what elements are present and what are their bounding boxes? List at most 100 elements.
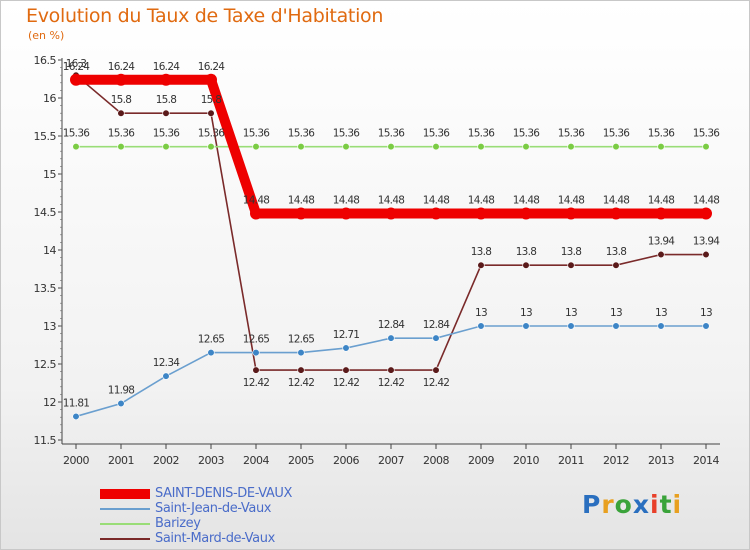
data-label: 16.24 bbox=[153, 61, 181, 73]
data-label: 14.48 bbox=[333, 195, 360, 207]
data-point bbox=[162, 109, 170, 117]
data-label: 12.65 bbox=[243, 334, 270, 346]
data-point bbox=[295, 207, 307, 220]
data-point bbox=[160, 73, 172, 86]
data-label: 13 bbox=[520, 307, 532, 319]
data-label: 14.48 bbox=[558, 195, 585, 207]
data-point bbox=[657, 250, 665, 259]
data-label: 12.84 bbox=[378, 319, 406, 331]
data-point bbox=[117, 109, 125, 117]
data-label: 12.34 bbox=[153, 357, 181, 369]
data-point bbox=[252, 366, 260, 374]
data-label: 12.65 bbox=[288, 334, 315, 346]
x-tick-label: 2001 bbox=[108, 454, 134, 467]
data-point bbox=[522, 261, 530, 269]
data-point bbox=[430, 207, 442, 220]
data-label: 15.36 bbox=[153, 128, 181, 140]
data-label: 14.48 bbox=[693, 195, 720, 207]
data-point bbox=[657, 322, 665, 330]
chart-axes: 11.5 12 12.5 13 13.5 14 14.5 15 15.5 16 16.5 2000 20… bbox=[34, 54, 720, 467]
data-label: 15.36 bbox=[198, 128, 226, 140]
data-label: 13 bbox=[655, 307, 667, 319]
data-point bbox=[432, 143, 440, 151]
x-tick-label: 2012 bbox=[603, 454, 629, 467]
x-tick-label: 2006 bbox=[333, 454, 359, 467]
data-point bbox=[522, 322, 530, 330]
data-label: 14.48 bbox=[648, 195, 675, 207]
x-tick-label: 2004 bbox=[243, 454, 269, 467]
data-label: 15.36 bbox=[603, 128, 631, 140]
x-tick-label: 2010 bbox=[513, 454, 539, 467]
data-label: 12.84 bbox=[423, 319, 451, 331]
data-point bbox=[297, 349, 305, 357]
data-label: 14.48 bbox=[603, 195, 630, 207]
data-point bbox=[250, 207, 262, 220]
data-label: 14.48 bbox=[378, 195, 405, 207]
data-label: 12.42 bbox=[378, 377, 405, 389]
data-point bbox=[252, 349, 260, 357]
data-point bbox=[702, 143, 710, 151]
data-label: 13.94 bbox=[693, 236, 721, 248]
data-label: 14.48 bbox=[243, 195, 270, 207]
data-label: 15.36 bbox=[693, 128, 721, 140]
data-label: 15.36 bbox=[288, 128, 316, 140]
y-tick-label: 14 bbox=[43, 244, 56, 257]
logo-letter: i bbox=[672, 490, 683, 519]
data-point bbox=[610, 207, 622, 220]
data-point bbox=[432, 334, 440, 342]
data-label: 15.36 bbox=[333, 128, 361, 140]
chart-data-labels: 16.24 16.24 16.24 16.24 14.48 14.48 14.48 14.48… bbox=[63, 58, 721, 409]
data-label: 16.24 bbox=[198, 61, 226, 73]
data-point bbox=[475, 207, 487, 220]
legend-swatch bbox=[100, 537, 150, 540]
legend-label: Saint-Jean-de-Vaux bbox=[155, 501, 272, 516]
data-point bbox=[432, 366, 440, 374]
data-label: 13.8 bbox=[516, 246, 537, 258]
x-tick-label: 2013 bbox=[648, 454, 674, 467]
data-point bbox=[207, 143, 215, 151]
legend-swatch bbox=[100, 507, 150, 510]
data-label: 13 bbox=[475, 307, 487, 319]
data-point bbox=[207, 349, 215, 357]
data-label: 15.36 bbox=[63, 128, 91, 140]
data-label: 15.36 bbox=[243, 128, 271, 140]
data-label: 14.48 bbox=[288, 195, 315, 207]
data-point bbox=[657, 143, 665, 151]
data-label: 12.42 bbox=[333, 377, 360, 389]
x-tick-label: 2002 bbox=[153, 454, 179, 467]
legend-label: SAINT-DENIS-DE-VAUX bbox=[155, 486, 293, 501]
data-point bbox=[387, 143, 395, 151]
chart-title: Evolution du Taux de Taxe d'Habitation bbox=[26, 5, 384, 27]
data-label: 13 bbox=[565, 307, 577, 319]
legend-swatch bbox=[100, 522, 150, 525]
data-label: 11.98 bbox=[108, 385, 135, 397]
y-tick-label: 11.5 bbox=[34, 434, 57, 447]
data-label: 13.8 bbox=[471, 246, 492, 258]
data-point bbox=[72, 412, 80, 421]
data-point bbox=[612, 322, 620, 330]
data-label: 12.71 bbox=[333, 329, 360, 341]
data-label: 15.8 bbox=[111, 94, 132, 106]
chart-series bbox=[70, 71, 712, 421]
y-tick-label: 13 bbox=[43, 320, 56, 333]
y-tick-label: 15 bbox=[43, 168, 56, 181]
data-label: 15.36 bbox=[468, 128, 496, 140]
data-label: 14.48 bbox=[423, 195, 450, 207]
x-tick-label: 2009 bbox=[468, 454, 494, 467]
data-label: 15.8 bbox=[201, 94, 222, 106]
logo-letter: o bbox=[614, 490, 633, 519]
data-point bbox=[702, 250, 710, 259]
data-label: 15.36 bbox=[378, 128, 406, 140]
data-label: 15.36 bbox=[648, 128, 676, 140]
data-label: 13 bbox=[610, 307, 622, 319]
data-label: 13.8 bbox=[561, 246, 582, 258]
data-point bbox=[72, 143, 80, 151]
data-point bbox=[117, 143, 125, 151]
data-label: 15.8 bbox=[156, 94, 177, 106]
data-point bbox=[702, 322, 710, 330]
data-point bbox=[115, 73, 127, 86]
y-tick-label: 14.5 bbox=[34, 206, 57, 219]
x-tick-label: 2007 bbox=[378, 454, 404, 467]
data-label: 11.81 bbox=[63, 397, 90, 409]
proxiti-logo: Proxiti bbox=[582, 490, 682, 519]
